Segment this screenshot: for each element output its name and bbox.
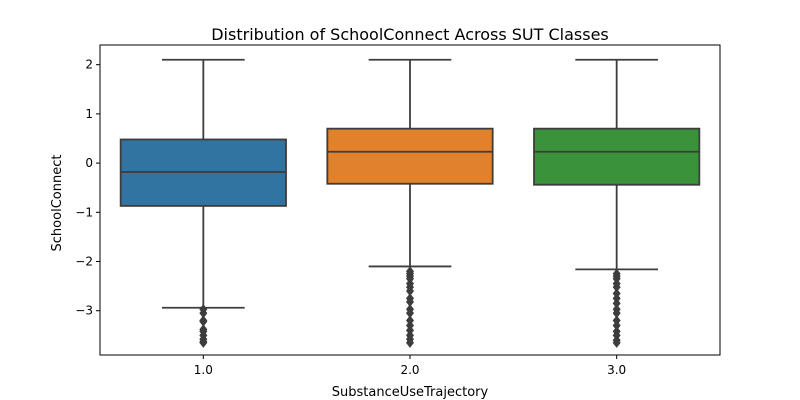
y-tick-label: 2 xyxy=(85,58,93,72)
outlier-point xyxy=(199,337,208,348)
outlier-point xyxy=(405,337,415,348)
plot-area xyxy=(119,58,701,348)
chart-title: Distribution of SchoolConnect Across SUT… xyxy=(211,25,609,44)
x-tick-label: 2.0 xyxy=(400,363,419,377)
y-tick-label: −2 xyxy=(75,255,93,269)
outlier-point xyxy=(612,337,621,348)
y-tick-label: 0 xyxy=(85,156,93,170)
y-tick-label: −3 xyxy=(75,304,93,318)
y-tick-label: 1 xyxy=(85,107,93,121)
x-axis-label: SubstanceUseTrajectory xyxy=(332,385,489,400)
x-tick-label: 1.0 xyxy=(194,363,213,377)
box-iqr xyxy=(326,127,494,185)
box-iqr xyxy=(533,127,701,186)
y-tick-label: −1 xyxy=(75,205,93,219)
y-axis-label: SchoolConnect xyxy=(50,155,65,252)
x-tick-label: 3.0 xyxy=(607,363,626,377)
